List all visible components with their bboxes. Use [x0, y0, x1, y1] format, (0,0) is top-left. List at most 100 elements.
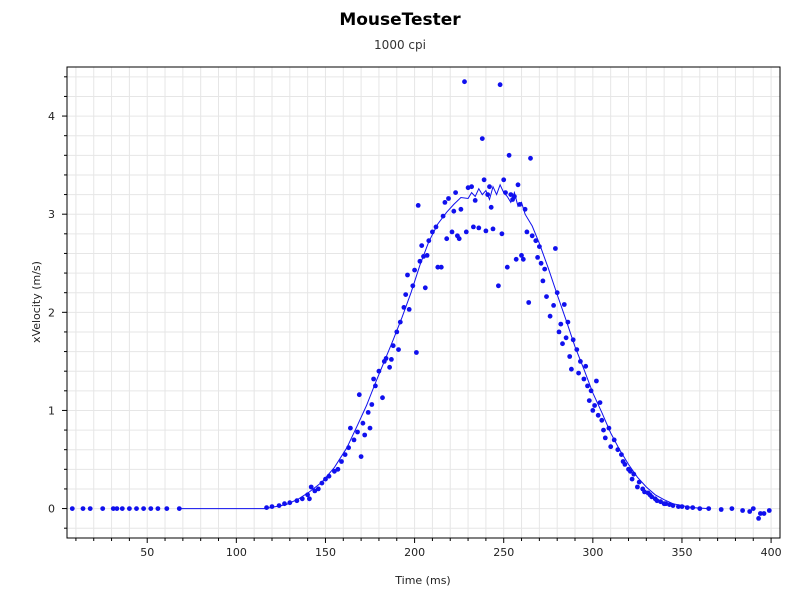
data-point — [417, 258, 423, 264]
data-point — [758, 511, 763, 516]
data-point — [87, 506, 93, 511]
data-point — [326, 473, 332, 479]
data-point — [176, 506, 182, 511]
data-point — [463, 229, 469, 235]
data-point — [483, 228, 489, 234]
data-point — [479, 136, 485, 142]
data-point — [649, 494, 655, 500]
data-point — [508, 192, 514, 198]
data-point — [312, 488, 318, 494]
data-point — [599, 417, 605, 423]
data-point — [611, 437, 617, 443]
data-point — [676, 504, 681, 509]
data-point — [501, 177, 507, 183]
data-point — [601, 427, 606, 433]
data-point — [305, 492, 310, 498]
data-point — [449, 229, 455, 235]
data-point — [574, 347, 580, 352]
data-point — [155, 506, 161, 511]
data-point — [590, 408, 596, 413]
data-point — [581, 376, 587, 382]
data-point — [426, 238, 432, 244]
data-point — [583, 363, 589, 369]
data-point — [438, 264, 444, 270]
data-point — [389, 357, 394, 362]
data-point — [419, 243, 425, 249]
x-tick-label: 50 — [140, 546, 154, 559]
data-point — [538, 260, 544, 266]
data-point — [766, 508, 772, 513]
data-point — [397, 319, 403, 325]
data-point — [287, 500, 293, 506]
data-point — [100, 506, 106, 511]
data-point — [756, 516, 761, 521]
data-point — [458, 206, 464, 212]
data-point — [528, 155, 533, 161]
data-point — [487, 184, 492, 190]
data-point — [462, 79, 467, 85]
data-point — [499, 231, 505, 237]
data-point — [547, 313, 553, 319]
data-point — [380, 395, 385, 401]
y-tick-label: 0 — [48, 503, 55, 516]
data-point — [299, 496, 305, 502]
data-point — [513, 256, 519, 262]
data-point — [663, 501, 669, 507]
y-tick-label: 1 — [48, 404, 55, 417]
data-point — [594, 378, 599, 384]
x-axis: 50 100 150 200 250 300 350 400 — [75, 538, 782, 559]
chart-title: MouseTester — [339, 10, 461, 30]
data-point — [410, 283, 416, 289]
data-point — [294, 498, 300, 504]
data-point — [576, 370, 581, 376]
data-point — [585, 383, 590, 389]
data-point — [520, 256, 526, 262]
data-point — [307, 496, 312, 502]
data-point — [110, 506, 116, 511]
x-tick-label: 300 — [582, 546, 603, 559]
data-point — [367, 425, 373, 431]
data-point — [405, 272, 410, 278]
data-point — [276, 503, 282, 508]
data-point — [706, 506, 712, 511]
data-point — [335, 466, 341, 472]
x-tick-label: 250 — [493, 546, 514, 559]
data-point — [503, 190, 508, 196]
velocity-point-series — [69, 79, 772, 521]
data-point — [588, 388, 594, 394]
data-point — [401, 305, 407, 310]
data-point — [315, 486, 321, 492]
data-point — [526, 300, 532, 305]
data-point — [551, 303, 556, 308]
data-point — [740, 508, 745, 513]
data-point — [679, 504, 685, 509]
data-point — [578, 359, 583, 364]
data-point — [422, 285, 428, 291]
data-point — [586, 398, 592, 403]
data-point — [472, 198, 478, 203]
data-point — [544, 294, 549, 299]
data-point — [444, 236, 450, 242]
data-point — [323, 476, 328, 482]
data-point — [476, 225, 482, 231]
x-tick-label: 350 — [671, 546, 692, 559]
data-point — [718, 507, 724, 512]
data-point — [80, 506, 86, 511]
data-point — [554, 290, 560, 296]
data-point — [141, 506, 147, 511]
data-point — [561, 302, 567, 307]
data-point — [517, 202, 523, 207]
data-point — [529, 233, 535, 239]
data-point — [592, 403, 597, 408]
data-point — [396, 347, 401, 352]
data-point — [264, 505, 269, 510]
data-point — [629, 476, 635, 482]
data-point — [456, 236, 462, 242]
data-point — [383, 356, 389, 361]
x-tick-label: 150 — [315, 546, 336, 559]
grid — [67, 67, 780, 538]
y-tick-label: 2 — [48, 306, 55, 319]
data-point — [553, 246, 558, 251]
x-tick-label: 100 — [226, 546, 247, 559]
